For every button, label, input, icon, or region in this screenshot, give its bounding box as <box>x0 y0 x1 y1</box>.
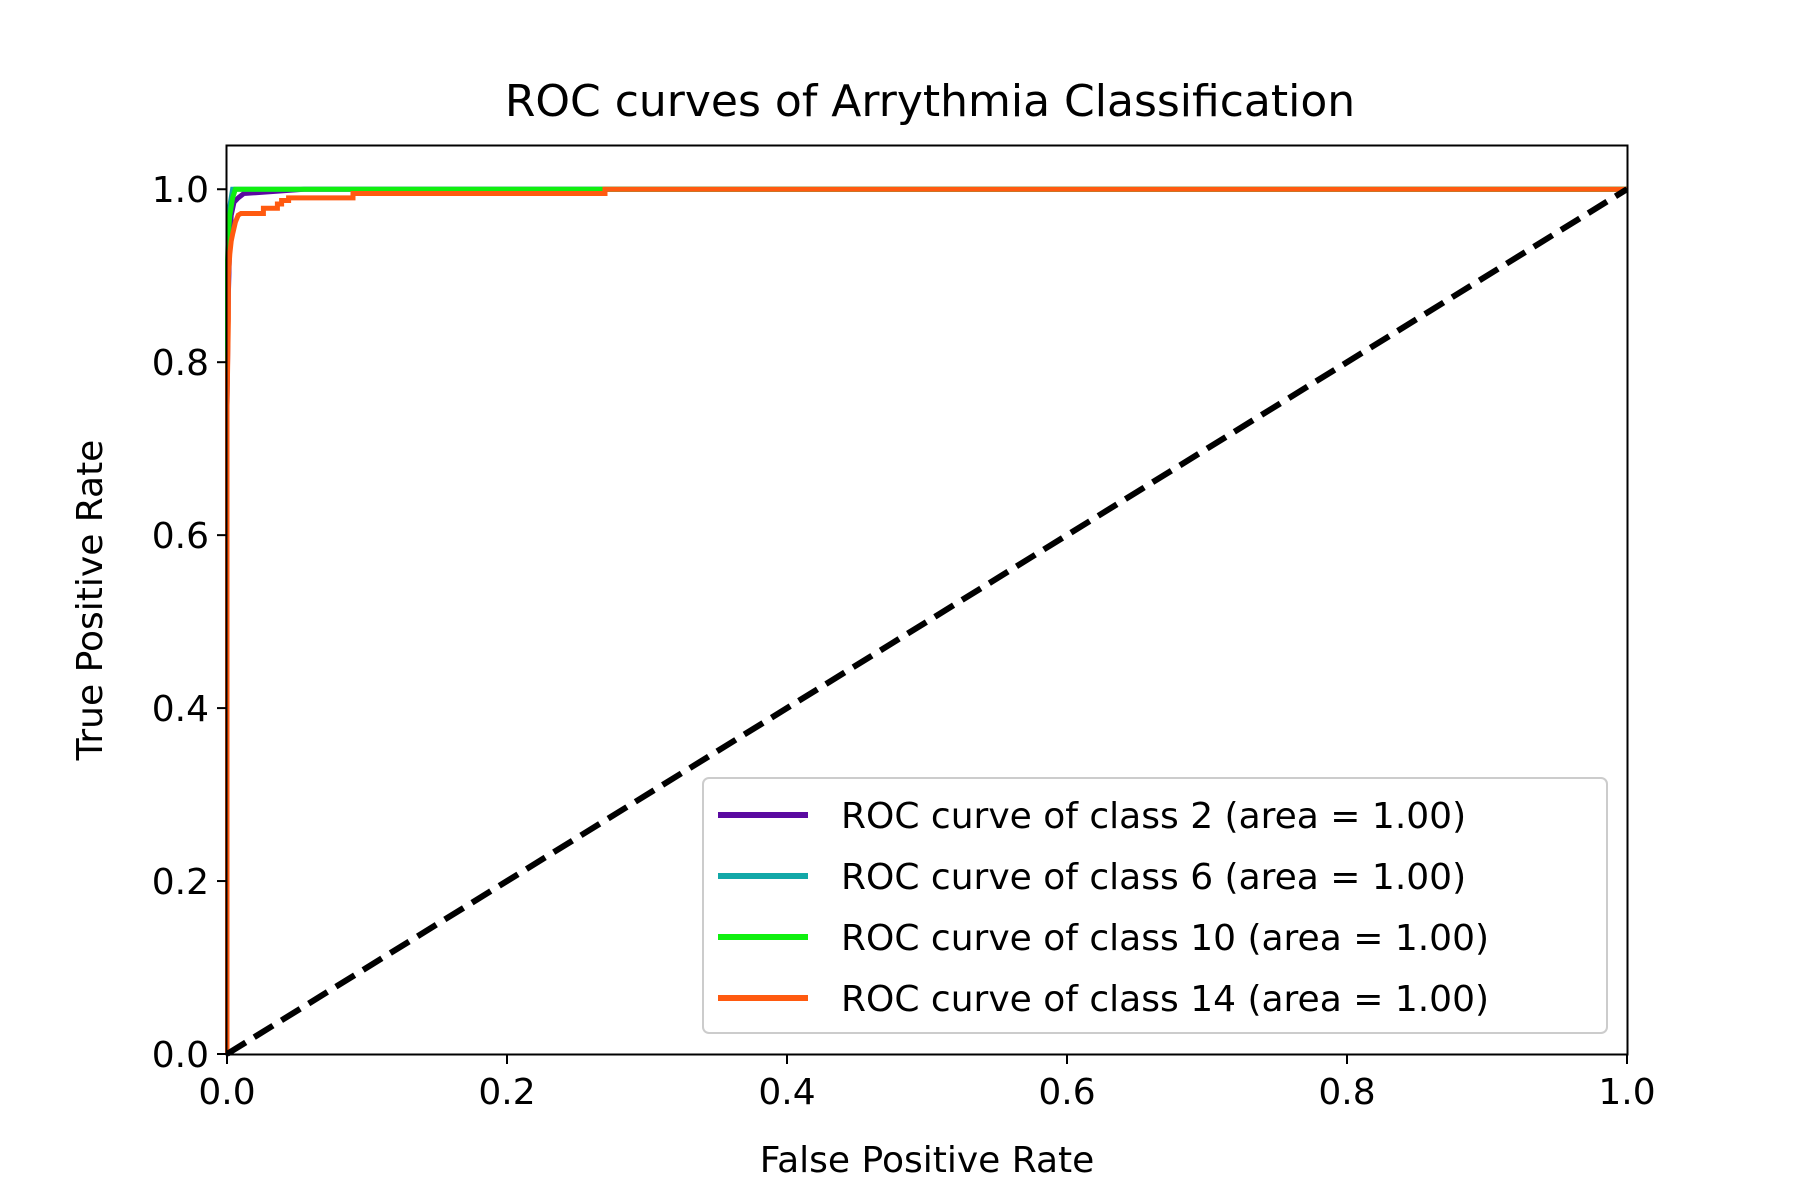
legend-label-4: ROC curve of class 14 (area = 1.00) <box>841 979 1489 1020</box>
chart-title: ROC curves of Arrythmia Classification <box>505 76 1355 127</box>
x-tick-label: 0.8 <box>1318 1072 1375 1113</box>
chance-diagonal-line <box>225 186 1629 1057</box>
legend-frame <box>702 777 1608 1034</box>
legend-label-2: ROC curve of class 6 (area = 1.00) <box>841 857 1466 898</box>
y-tick-label: 0.6 <box>152 516 209 557</box>
x-tick-label: 1.0 <box>1598 1072 1655 1113</box>
y-tick-label: 0.2 <box>152 862 209 903</box>
x-tick-label: 0.2 <box>478 1072 535 1113</box>
axes-frame <box>225 144 1629 1056</box>
legend: ROC curve of class 2 (area = 1.00) ROC cu… <box>702 777 1608 1034</box>
x-tick-label: 0.4 <box>758 1072 815 1113</box>
x-tick-label: 0.0 <box>198 1072 255 1113</box>
roc-series-line-4 <box>225 186 1627 1054</box>
y-tick-label: 1.0 <box>152 170 209 211</box>
x-axis-label: False Positive Rate <box>760 1140 1095 1181</box>
legend-label-3: ROC curve of class 10 (area = 1.00) <box>841 918 1489 959</box>
y-tick-label: 0.8 <box>152 343 209 384</box>
y-tick-label: 0.4 <box>152 689 209 730</box>
legend-label-1: ROC curve of class 2 (area = 1.00) <box>841 796 1466 837</box>
x-tick-label: 0.6 <box>1038 1072 1095 1113</box>
y-axis-label: True Positive Rate <box>70 440 111 762</box>
y-tick-label: 0.0 <box>152 1035 209 1076</box>
axis-ticks: 0.0 0.2 0.4 0.6 0.8 1.0 0.0 0.2 0.4 0.6 0.8 1.0 <box>152 170 1656 1113</box>
